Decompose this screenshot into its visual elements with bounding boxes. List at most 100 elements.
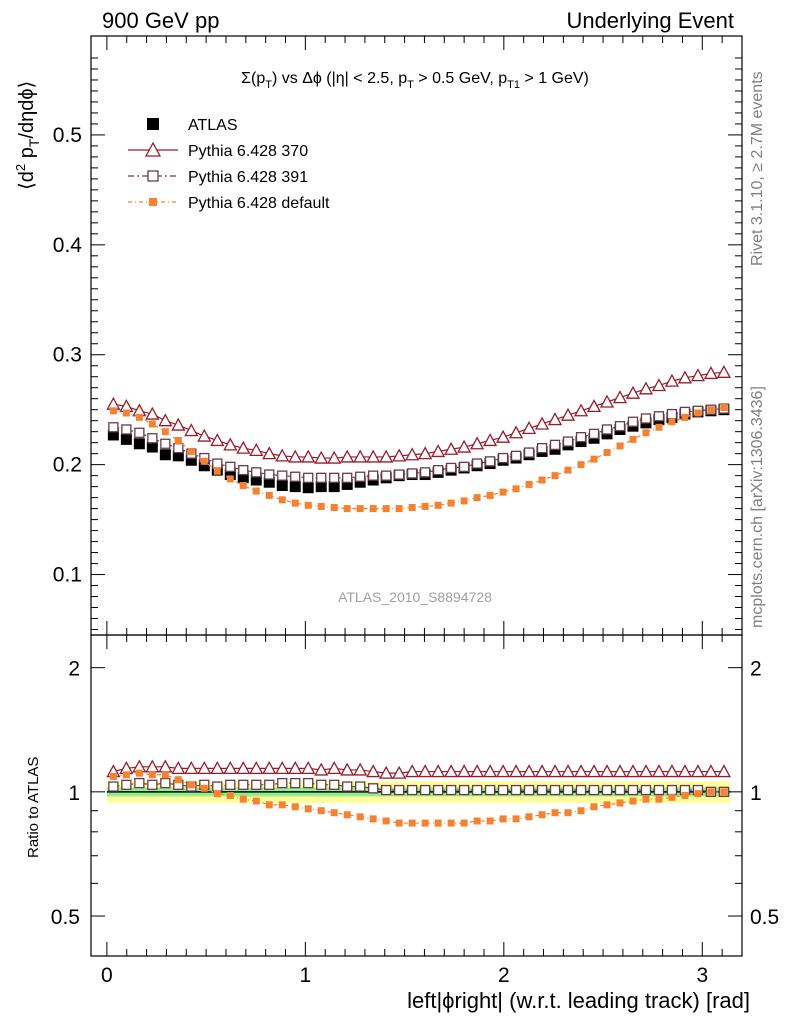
data-point: [460, 497, 468, 505]
ratio-point: [212, 781, 223, 792]
ratio-point: [316, 779, 327, 790]
data-point: [625, 385, 641, 399]
data-point: [354, 476, 366, 488]
data-point: [173, 443, 184, 454]
ratio-point: [395, 819, 403, 827]
ratio-point: [379, 765, 394, 779]
ratio-point: [523, 784, 535, 796]
data-point: [486, 491, 494, 499]
data-point: [616, 442, 624, 450]
ratio-point: [406, 784, 418, 796]
legend-label: Pythia 6.428 370: [188, 143, 308, 160]
data-point: [495, 429, 511, 443]
ratio-point: [703, 764, 719, 778]
ratio-point: [236, 761, 251, 775]
data-point: [431, 444, 446, 458]
ratio-y-tick-label: 2: [68, 658, 80, 681]
ratio-point: [720, 788, 728, 796]
data-point: [329, 472, 340, 483]
data-point: [239, 482, 247, 490]
data-point: [369, 505, 377, 513]
data-point: [107, 429, 119, 441]
ratio-point: [470, 764, 485, 778]
ratio-point: [109, 772, 117, 780]
data-point: [653, 411, 665, 422]
ratio-point: [640, 784, 652, 796]
data-point: [551, 472, 559, 480]
ratio-point: [457, 764, 472, 778]
ratio-point: [392, 765, 407, 779]
data-point: [471, 458, 483, 469]
ratio-point: [653, 784, 665, 796]
ratio-point: [238, 779, 249, 790]
data-point: [184, 423, 199, 437]
ratio-axis-ticks: 0.5 0.5 1 1 2 2 0 1 2 3: [51, 635, 779, 987]
data-point: [317, 502, 325, 510]
ratio-point: [431, 764, 446, 778]
ratio-point: [508, 764, 524, 778]
data-point: [392, 448, 407, 462]
data-point: [560, 407, 576, 421]
ratio-point: [616, 799, 624, 807]
data-point: [638, 381, 654, 395]
data-point: [642, 429, 650, 437]
ratio-point: [340, 762, 355, 776]
ratio-uncertainty-band: [106, 781, 731, 803]
ratio-point: [278, 801, 286, 809]
x-tick-label: 0: [101, 964, 113, 987]
data-point: [521, 421, 537, 435]
data-point: [342, 472, 353, 483]
data-point: [538, 476, 546, 484]
ratio-point: [538, 811, 546, 819]
data-point: [251, 467, 262, 478]
data-point: [212, 458, 223, 469]
ratio-point: [536, 784, 548, 796]
y-tick-label: 0.4: [53, 234, 83, 257]
data-point: [341, 478, 353, 490]
ratio-point: [264, 779, 275, 790]
ratio-point: [588, 784, 600, 796]
data-point: [252, 487, 260, 495]
data-point: [213, 467, 221, 475]
data-point: [445, 462, 457, 474]
ratio-point: [134, 777, 145, 789]
data-point: [133, 438, 145, 450]
ratio-point: [642, 795, 650, 803]
ratio-point: [690, 764, 706, 778]
x-tick-label: 3: [696, 964, 708, 987]
data-point: [238, 464, 249, 476]
ratio-point: [405, 764, 420, 778]
main-ylabel: ⟨d2 pT/dηdϕ⟩: [13, 81, 42, 190]
data-point: [627, 416, 639, 427]
data-point: [366, 449, 381, 463]
ratio-point: [444, 764, 459, 778]
data-point: [395, 505, 403, 513]
ratio-point: [564, 809, 572, 817]
ratio-point: [677, 764, 693, 778]
ratio-ylabel: Ratio to ATLAS: [25, 757, 42, 858]
data-point: [586, 399, 602, 413]
ratio-point: [614, 784, 626, 796]
ratio-point: [355, 781, 366, 792]
data-point: [315, 481, 327, 493]
data-point: [355, 471, 366, 482]
legend-label: ATLAS: [188, 117, 238, 134]
ratio-point: [342, 781, 353, 792]
ratio-y-tick-label-right: 1: [750, 782, 762, 805]
data-point: [603, 449, 611, 457]
legend-label: Pythia 6.428 391: [188, 169, 308, 186]
data-point: [601, 424, 613, 435]
data-point: [276, 480, 288, 492]
ratio-point: [327, 761, 342, 775]
ratio-point: [291, 803, 299, 811]
data-point: [651, 378, 667, 392]
data-point: [161, 428, 169, 436]
ratio-point: [304, 805, 312, 813]
ratio-point: [577, 807, 585, 815]
data-point: [288, 449, 303, 463]
ratio-point: [135, 769, 143, 777]
legend-entry: Pythia 6.428 391: [128, 169, 308, 186]
data-point: [457, 439, 472, 453]
ratio-series: [106, 759, 732, 827]
data-point: [482, 433, 498, 447]
